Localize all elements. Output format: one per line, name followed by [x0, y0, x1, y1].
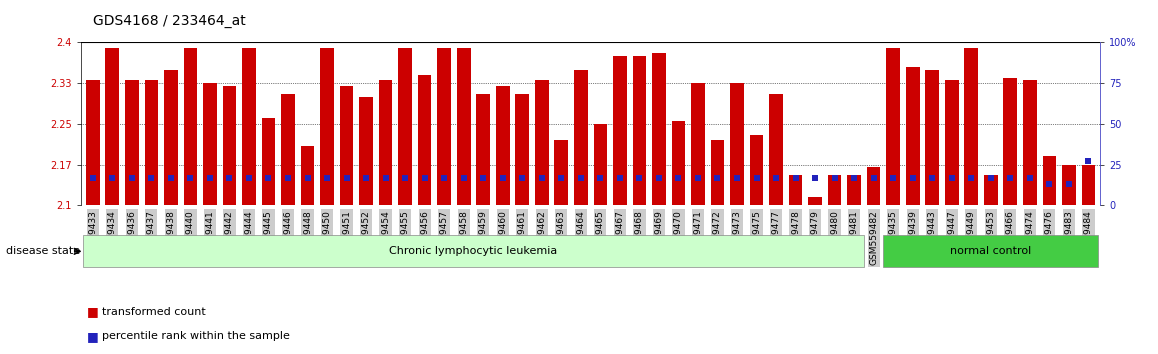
Bar [164, 70, 177, 205]
Bar [321, 48, 334, 205]
Bar [632, 56, 646, 205]
Bar [574, 70, 587, 205]
Bar [691, 83, 705, 205]
Bar [749, 135, 763, 205]
Bar [731, 83, 743, 205]
Bar [359, 97, 373, 205]
Bar [476, 94, 490, 205]
Bar [925, 70, 939, 205]
Bar [594, 124, 607, 205]
Bar [652, 53, 666, 205]
Bar [203, 83, 217, 205]
Bar [906, 67, 919, 205]
Bar [222, 86, 236, 205]
Bar [281, 94, 295, 205]
Bar [535, 80, 549, 205]
Bar [301, 145, 314, 205]
Bar [828, 176, 842, 205]
Bar [1062, 165, 1076, 205]
Bar [867, 167, 880, 205]
Bar [965, 48, 979, 205]
Bar [496, 86, 510, 205]
Text: ■: ■ [87, 330, 98, 343]
Text: ■: ■ [87, 305, 98, 318]
Bar [379, 80, 393, 205]
Bar [808, 197, 822, 205]
Bar [984, 176, 997, 205]
Bar [1004, 78, 1017, 205]
Bar [86, 80, 100, 205]
Text: Chronic lymphocytic leukemia: Chronic lymphocytic leukemia [389, 246, 557, 256]
Bar [242, 48, 256, 205]
Bar [184, 48, 197, 205]
Bar [145, 80, 159, 205]
Bar [125, 80, 139, 205]
Text: transformed count: transformed count [102, 307, 206, 316]
Bar [438, 48, 450, 205]
Bar [1042, 156, 1056, 205]
Bar [555, 140, 569, 205]
Bar [262, 119, 276, 205]
Bar [398, 48, 412, 205]
Bar [711, 140, 724, 205]
Bar [789, 176, 802, 205]
Text: percentile rank within the sample: percentile rank within the sample [102, 331, 290, 341]
Text: GDS4168 / 233464_at: GDS4168 / 233464_at [93, 14, 245, 28]
Bar [457, 48, 470, 205]
Bar [1023, 80, 1036, 205]
Bar [848, 176, 860, 205]
Bar [339, 86, 353, 205]
Bar [1082, 165, 1095, 205]
Bar [613, 56, 626, 205]
Bar [105, 48, 119, 205]
Bar [886, 48, 900, 205]
Text: normal control: normal control [951, 246, 1032, 256]
Bar [672, 121, 686, 205]
Bar [515, 94, 529, 205]
Bar [769, 94, 783, 205]
Text: disease state: disease state [6, 246, 80, 256]
Bar [945, 80, 959, 205]
Bar [418, 75, 432, 205]
